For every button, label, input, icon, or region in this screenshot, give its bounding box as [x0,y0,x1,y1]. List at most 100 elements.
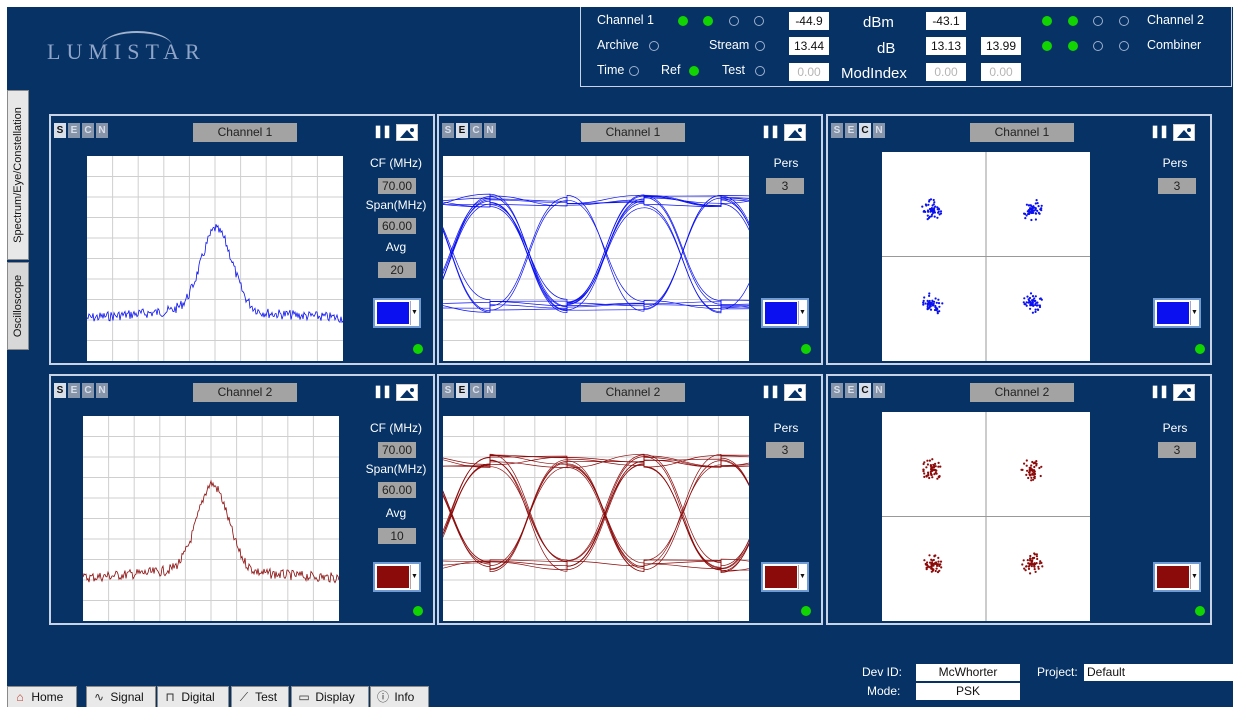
constellation-point [935,301,938,304]
snapshot-icon[interactable] [1173,124,1195,141]
n-button[interactable]: N [873,123,885,138]
e-button[interactable]: E [845,123,857,138]
pause-icon[interactable]: ❚❚ [1150,124,1169,138]
display-button[interactable]: ▭ Display [291,686,369,707]
constellation-point [938,310,941,313]
test-radio[interactable] [755,66,765,76]
trace-color-picker[interactable]: ▼ [1153,298,1201,328]
test-button[interactable]: ⟋ Test [231,686,289,707]
span-value[interactable]: 60.00 [378,218,416,234]
snapshot-icon[interactable] [396,124,418,141]
c-button[interactable]: C [859,123,871,138]
constellation-point [933,464,936,468]
avg-value[interactable]: 20 [378,262,416,278]
snapshot-icon[interactable] [396,384,418,401]
stream-radio[interactable] [755,41,765,51]
constellation-point [923,475,926,478]
c-button[interactable]: C [82,123,94,138]
snapshot-icon[interactable] [784,124,806,141]
project-field[interactable]: Default [1084,664,1233,681]
signal-button[interactable]: ∿ Signal [86,686,156,707]
trace-color-picker[interactable]: ▼ [1153,562,1201,592]
s-button[interactable]: S [831,383,843,398]
time-radio[interactable] [629,66,639,76]
pers-value[interactable]: 3 [1158,178,1196,194]
c-button[interactable]: C [859,383,871,398]
s-button[interactable]: S [442,123,454,138]
constellation-point [933,201,936,204]
tab-oscilloscope[interactable]: Oscilloscope [7,262,29,350]
constellation-point [938,305,941,308]
c-button[interactable]: C [470,383,482,398]
constellation-point [937,465,940,468]
ref-radio[interactable] [689,66,699,76]
chevron-down-icon[interactable]: ▼ [798,301,806,325]
n-button[interactable]: N [873,383,885,398]
pause-icon[interactable]: ❚❚ [373,124,392,138]
n-button[interactable]: N [484,383,496,398]
s-button[interactable]: S [54,123,66,138]
s-button[interactable]: S [442,383,454,398]
s-button[interactable]: S [54,383,66,398]
channel-label[interactable]: Channel 2 [970,383,1074,402]
channel-label[interactable]: Channel 2 [581,383,685,402]
trace-color-picker[interactable]: ▼ [761,298,809,328]
pause-icon[interactable]: ❚❚ [761,384,780,398]
constellation-point [938,476,941,479]
pers-label: Pers [1162,156,1188,170]
tab-spectrum-eye-constellation[interactable]: Spectrum/Eye/Constellation [7,90,29,260]
constellation-point [931,468,934,471]
s-button[interactable]: S [831,123,843,138]
e-button[interactable]: E [456,123,468,138]
chevron-down-icon[interactable]: ▼ [1190,301,1198,325]
channel-label[interactable]: Channel 1 [581,123,685,142]
chevron-down-icon[interactable]: ▼ [410,301,418,325]
pause-icon[interactable]: ❚❚ [1150,384,1169,398]
pause-icon[interactable]: ❚❚ [373,384,392,398]
home-button[interactable]: ⌂ Home [7,686,77,707]
pause-icon[interactable]: ❚❚ [761,124,780,138]
constellation-point [1028,207,1032,210]
constellation-point [928,215,932,218]
constellation-point [937,563,940,566]
constellation-point [922,468,925,471]
trace-color-picker[interactable]: ▼ [373,562,421,592]
constellation-point [1025,214,1028,217]
snapshot-icon[interactable] [1173,384,1195,401]
span-value[interactable]: 60.00 [378,482,416,498]
avg-value[interactable]: 10 [378,528,416,544]
e-button[interactable]: E [456,383,468,398]
pers-value[interactable]: 3 [766,442,804,458]
channel-label[interactable]: Channel 1 [970,123,1074,142]
snapshot-icon[interactable] [784,384,806,401]
n-button[interactable]: N [96,383,108,398]
c-button[interactable]: C [82,383,94,398]
c-button[interactable]: C [470,123,482,138]
channel-label[interactable]: Channel 2 [193,383,297,402]
cf-value[interactable]: 70.00 [378,178,416,194]
e-button[interactable]: E [68,123,80,138]
pers-value[interactable]: 3 [766,178,804,194]
trace-color-picker[interactable]: ▼ [373,298,421,328]
info-button[interactable]: ⓘ Info [370,686,429,707]
e-button[interactable]: E [68,383,80,398]
pers-value[interactable]: 3 [1158,442,1196,458]
archive-radio[interactable] [649,41,659,51]
devid-label: Dev ID: [862,665,903,679]
constellation-point [1034,202,1037,205]
n-button[interactable]: N [484,123,496,138]
constellation-plot-svg [882,152,1090,361]
trace-color-picker[interactable]: ▼ [761,562,809,592]
chevron-down-icon[interactable]: ▼ [410,565,418,589]
constellation-point [1036,209,1039,212]
n-button[interactable]: N [96,123,108,138]
channel-label[interactable]: Channel 1 [193,123,297,142]
digital-button[interactable]: ⊓ Digital [157,686,229,707]
e-button[interactable]: E [845,383,857,398]
chevron-down-icon[interactable]: ▼ [1190,565,1198,589]
cf-value[interactable]: 70.00 [378,442,416,458]
constellation-point [926,561,929,564]
constellation-point [927,471,930,474]
chevron-down-icon[interactable]: ▼ [798,565,806,589]
